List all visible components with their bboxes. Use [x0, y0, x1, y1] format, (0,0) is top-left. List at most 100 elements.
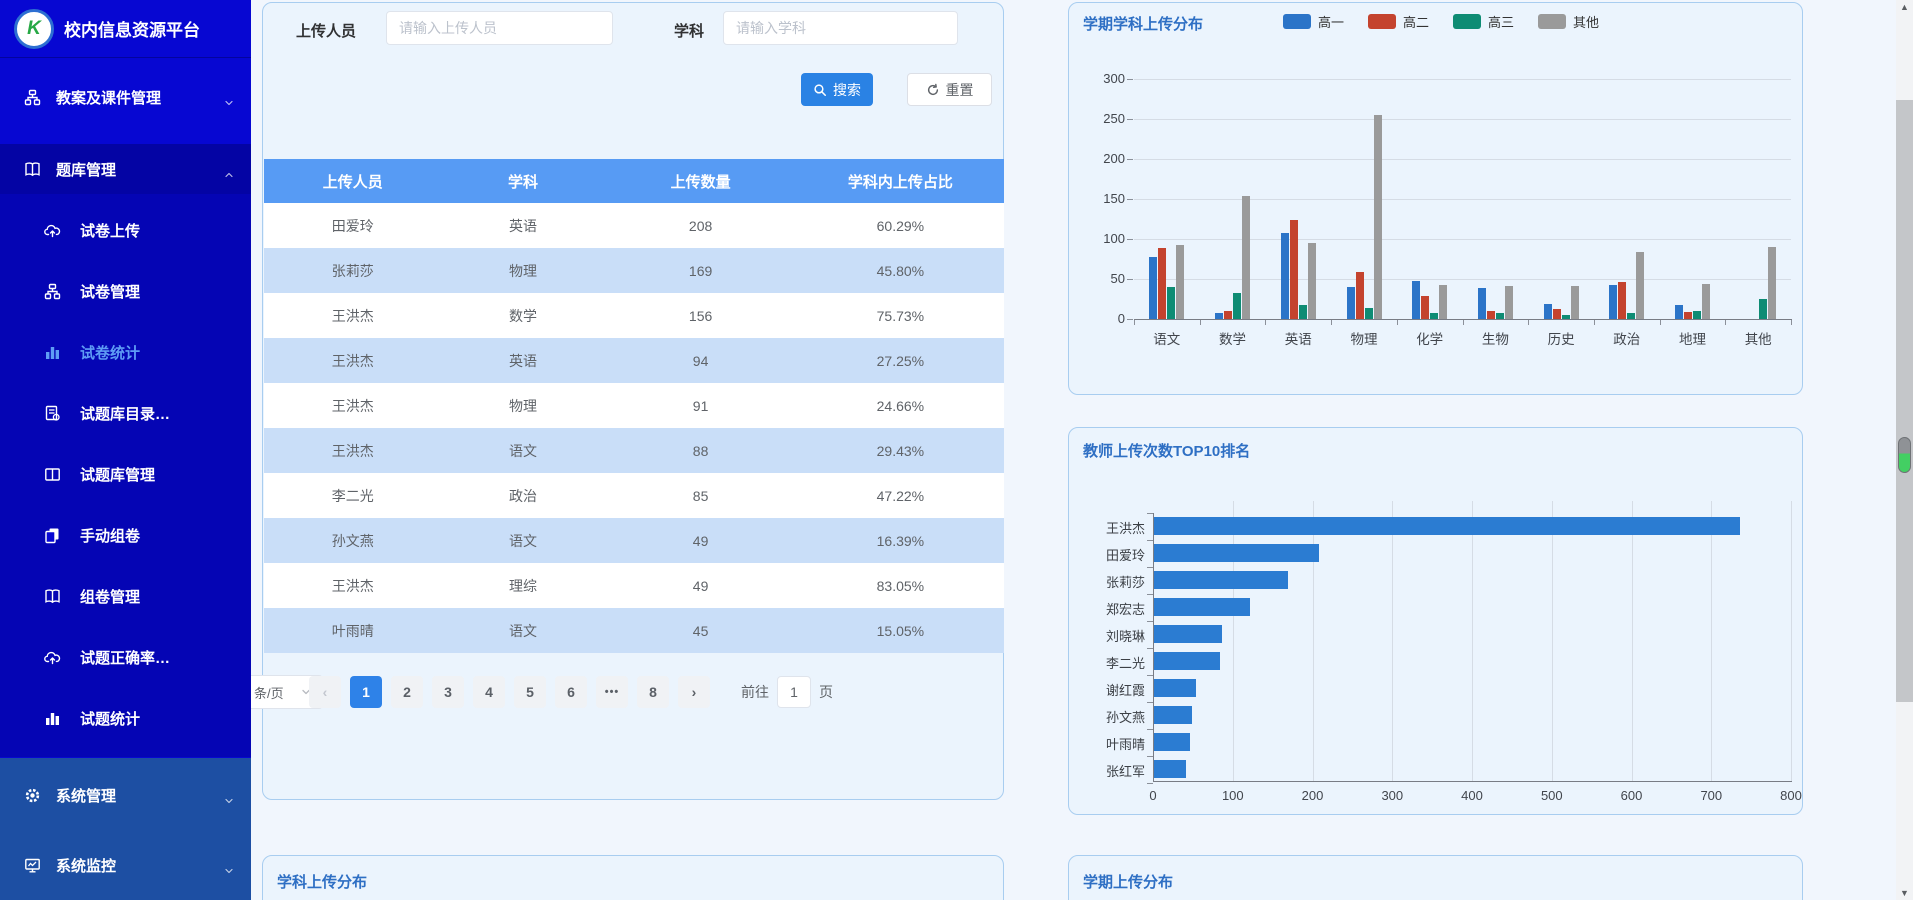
- reset-button-label: 重置: [945, 81, 974, 98]
- bar: [1154, 760, 1186, 778]
- table-cell: 王洪杰: [264, 383, 442, 428]
- bar: [1154, 706, 1193, 724]
- submenu-item[interactable]: 试题库管理: [0, 444, 251, 505]
- uploader-field-label: 上传人员: [296, 23, 357, 40]
- submenu-item-label: 试题统计: [80, 711, 141, 728]
- scroll-down-arrow-icon[interactable]: ▼: [1900, 888, 1909, 898]
- page-button-3[interactable]: 3: [432, 676, 464, 708]
- page-button-4[interactable]: 4: [473, 676, 505, 708]
- bar: [1215, 312, 1223, 319]
- submenu-item-label: 试卷管理: [80, 284, 141, 301]
- search-button-label: 搜索: [833, 81, 861, 98]
- uploader-input[interactable]: [386, 11, 613, 45]
- goto-label: 前往: [741, 684, 769, 700]
- sidebar-item-4[interactable]: 系统监控: [0, 840, 251, 890]
- org-tree-icon: [44, 283, 61, 300]
- table-cell: 田爱玲: [264, 203, 442, 248]
- table-row[interactable]: 王洪杰 英语 94 27.25%: [264, 338, 1004, 383]
- table-row[interactable]: 王洪杰 物理 91 24.66%: [264, 383, 1004, 428]
- sidebar: K 校内信息资源平台 教案及课件管理 题库管理 系统管理 系统监控 试卷上传 试卷管理 试卷…: [0, 0, 251, 900]
- legend-item[interactable]: 高三: [1453, 12, 1514, 31]
- sidebar-item-2[interactable]: 题库管理: [0, 144, 251, 194]
- teacher-top10-chart-card: 教师上传次数TOP10排名 0 100 200 300 400 500 600 700 800 王…: [1068, 427, 1803, 815]
- scroll-position-indicator[interactable]: [1898, 437, 1911, 473]
- submenu-item-label: 试卷上传: [80, 223, 141, 240]
- bar: [1693, 311, 1701, 319]
- bar: [1154, 544, 1320, 562]
- table-row[interactable]: 田爱玲 英语 208 60.29%: [264, 203, 1004, 248]
- y-axis-tick: 200: [1103, 151, 1125, 166]
- bar: [1154, 598, 1250, 616]
- submenu-item[interactable]: 试题正确率…: [0, 627, 251, 688]
- table-row[interactable]: 叶雨晴 语文 45 15.05%: [264, 608, 1004, 653]
- sidebar-item-1[interactable]: 教案及课件管理: [0, 70, 251, 124]
- legend-item[interactable]: 其他: [1538, 12, 1599, 31]
- bar: [1154, 733, 1190, 751]
- y-axis-category: 张莉莎: [1105, 575, 1145, 590]
- page-button-2[interactable]: 2: [391, 676, 423, 708]
- table-cell: 16.39%: [796, 518, 1004, 563]
- y-axis-tick: 50: [1110, 271, 1125, 286]
- table-cell: 75.73%: [796, 293, 1004, 338]
- table-row[interactable]: 王洪杰 理综 49 83.05%: [264, 563, 1004, 608]
- table-cell: 91: [604, 383, 797, 428]
- legend-swatch: [1453, 14, 1482, 29]
- bar: [1412, 281, 1421, 319]
- semester-distribution-card: 学期上传分布: [1068, 855, 1803, 900]
- submenu-item-label: 试卷统计: [80, 345, 141, 362]
- table-row[interactable]: 李二光 政治 85 47.22%: [264, 473, 1004, 518]
- bar: [1346, 287, 1355, 319]
- x-axis-tick: 400: [1461, 788, 1483, 803]
- bar: [1149, 257, 1158, 319]
- table-row[interactable]: 张莉莎 物理 169 45.80%: [264, 248, 1004, 293]
- x-axis-tick: 0: [1149, 788, 1157, 803]
- next-page-button[interactable]: ›: [678, 676, 710, 708]
- table-row[interactable]: 孙文燕 语文 49 16.39%: [264, 518, 1004, 563]
- bar: [1504, 286, 1513, 319]
- legend-item[interactable]: 高二: [1368, 12, 1429, 31]
- table-row[interactable]: 王洪杰 语文 88 29.43%: [264, 428, 1004, 473]
- legend-item[interactable]: 高一: [1283, 12, 1344, 31]
- subject-input[interactable]: [723, 11, 958, 45]
- table-row[interactable]: 王洪杰 数学 156 75.73%: [264, 293, 1004, 338]
- submenu-item[interactable]: 试卷统计: [0, 322, 251, 383]
- bar: [1430, 312, 1439, 319]
- column-header: 学科: [441, 159, 605, 203]
- goto-page-input[interactable]: [777, 676, 811, 708]
- search-button[interactable]: 搜索: [801, 73, 873, 106]
- page-button-1[interactable]: 1: [350, 676, 382, 708]
- vertical-scrollbar[interactable]: ▲ ▼: [1896, 0, 1913, 900]
- x-axis-tick: 300: [1381, 788, 1404, 803]
- prev-page-button[interactable]: ‹: [309, 676, 341, 708]
- scroll-up-arrow-icon[interactable]: ▲: [1900, 2, 1909, 12]
- bar: [1758, 299, 1767, 319]
- sidebar-item-label: 系统管理: [56, 787, 117, 805]
- submenu-item-label: 试题库目录…: [80, 406, 171, 423]
- table-cell: 45.80%: [796, 248, 1004, 293]
- sidebar-item-3[interactable]: 系统管理: [0, 770, 251, 820]
- submenu-item-label: 组卷管理: [80, 589, 141, 606]
- submenu-item[interactable]: 组卷管理: [0, 566, 251, 627]
- submenu-item[interactable]: 试卷上传: [0, 200, 251, 261]
- x-axis-category: 化学: [1416, 332, 1444, 347]
- submenu-item[interactable]: 试题统计: [0, 688, 251, 749]
- reset-button[interactable]: 重置: [907, 73, 992, 106]
- scrollbar-thumb[interactable]: [1896, 100, 1913, 702]
- bar: [1154, 571, 1288, 589]
- bar: [1154, 517, 1741, 535]
- page-button-5[interactable]: 5: [514, 676, 546, 708]
- submenu-item[interactable]: 手动组卷: [0, 505, 251, 566]
- submenu-item[interactable]: 试卷管理: [0, 261, 251, 322]
- submenu-item[interactable]: 试题库目录…: [0, 383, 251, 444]
- page-button-8[interactable]: 8: [637, 676, 669, 708]
- page-button-6[interactable]: 6: [555, 676, 587, 708]
- app-logo-icon: K: [14, 8, 54, 49]
- table-cell: 语文: [441, 608, 605, 653]
- bar: [1618, 282, 1627, 319]
- column-header: 上传人员: [264, 159, 442, 203]
- more-pages-button[interactable]: •••: [596, 676, 628, 708]
- x-axis-category: 历史: [1547, 332, 1575, 347]
